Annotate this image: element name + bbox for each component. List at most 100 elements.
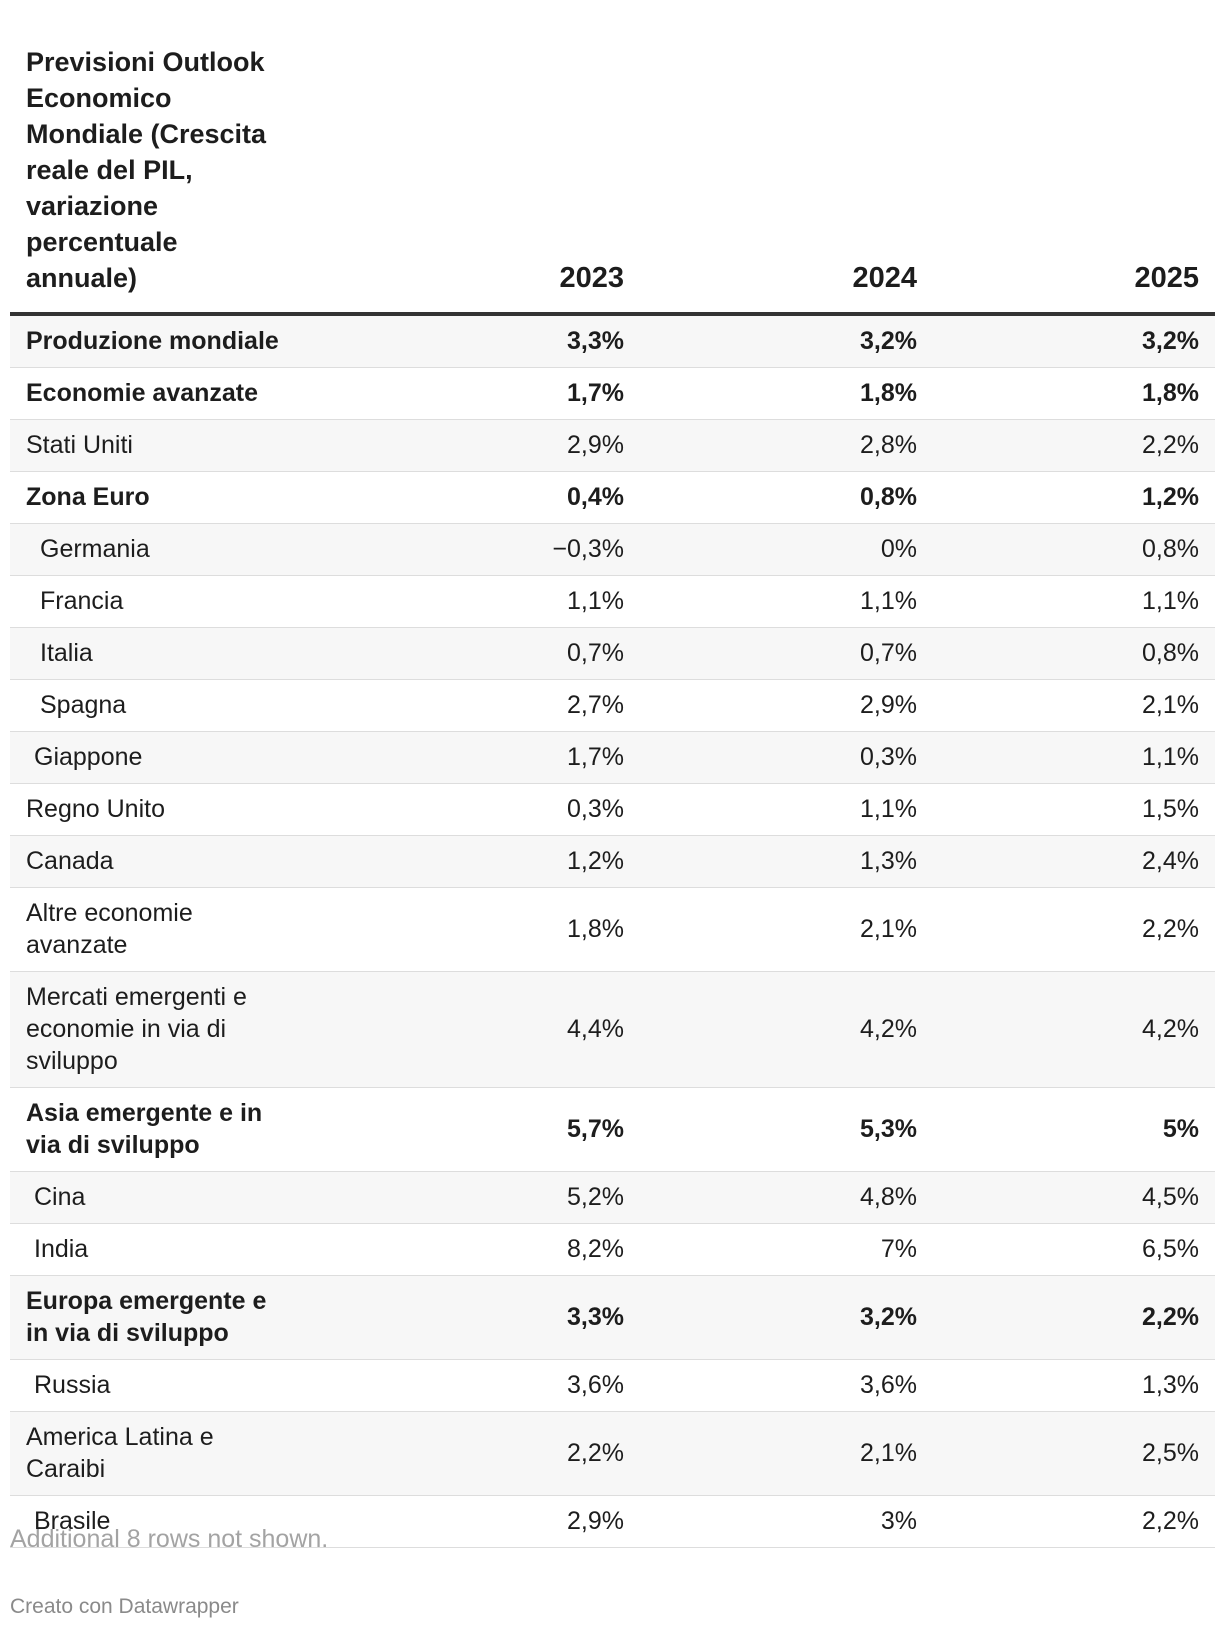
value-cell-2024: 2,1% xyxy=(640,887,933,972)
table-body: Produzione mondiale 3,3% 3,2% 3,2% Economie … xyxy=(10,314,1215,1548)
value-cell-2023: 1,1% xyxy=(310,575,640,628)
value-cell-2025: 2,4% xyxy=(933,835,1215,888)
table-row: Altre economie avanzate 1,8% 2,1% 2,2% xyxy=(10,887,1215,972)
value-cell-2023: 5,2% xyxy=(310,1171,640,1224)
value-cell-2025: 3,2% xyxy=(933,314,1215,368)
row-label: Stati Uniti xyxy=(26,431,133,459)
value-cell-2023: 3,6% xyxy=(310,1359,640,1412)
value-cell-2024: 0,3% xyxy=(640,731,933,784)
table-row: Economie avanzate 1,7% 1,8% 1,8% xyxy=(10,367,1215,420)
row-label-cell: Economie avanzate xyxy=(10,367,310,420)
value-cell-2024: 2,1% xyxy=(640,1411,933,1496)
table-row: Germania −0,3% 0% 0,8% xyxy=(10,523,1215,576)
row-label-cell: Altre economie avanzate xyxy=(10,887,310,972)
value-cell-2024: 1,1% xyxy=(640,783,933,836)
value-cell-2024: 3,6% xyxy=(640,1359,933,1412)
table-row: Italia 0,7% 0,7% 0,8% xyxy=(10,627,1215,680)
value-cell-2025: 2,2% xyxy=(933,887,1215,972)
row-label: India xyxy=(34,1235,89,1263)
value-cell-2023: 1,7% xyxy=(310,731,640,784)
value-cell-2023: −0,3% xyxy=(310,523,640,576)
value-cell-2025: 2,2% xyxy=(933,1495,1215,1548)
row-label-cell: Asia emergente e in via di sviluppo xyxy=(10,1087,310,1172)
row-label: Economie avanzate xyxy=(26,379,259,407)
datawrapper-credit: Creato con Datawrapper xyxy=(10,1595,239,1618)
row-label: Russia xyxy=(34,1371,111,1399)
row-label-cell: Brasile xyxy=(10,1495,310,1548)
value-cell-2023: 0,3% xyxy=(310,783,640,836)
row-label-cell: Germania xyxy=(10,523,310,576)
table-row: Mercati emergenti e economie in via di s… xyxy=(10,971,1215,1088)
table-row: Produzione mondiale 3,3% 3,2% 3,2% xyxy=(10,314,1215,368)
value-cell-2025: 1,1% xyxy=(933,575,1215,628)
value-cell-2023: 1,2% xyxy=(310,835,640,888)
value-cell-2025: 0,8% xyxy=(933,523,1215,576)
row-label-cell: Stati Uniti xyxy=(10,419,310,472)
table-row: Asia emergente e in via di sviluppo 5,7% 5… xyxy=(10,1087,1215,1172)
row-label-cell: Francia xyxy=(10,575,310,628)
table-row: Brasile 2,9% 3% 2,2% xyxy=(10,1495,1215,1548)
table-row: India 8,2% 7% 6,5% xyxy=(10,1223,1215,1276)
value-cell-2023: 2,9% xyxy=(310,419,640,472)
row-label-cell: Canada xyxy=(10,835,310,888)
value-cell-2023: 0,7% xyxy=(310,627,640,680)
row-label-cell: America Latina e Caraibi xyxy=(10,1411,310,1496)
row-label: Cina xyxy=(34,1183,86,1211)
row-label-cell: Zona Euro xyxy=(10,471,310,524)
table-row: Cina 5,2% 4,8% 4,5% xyxy=(10,1171,1215,1224)
row-label-cell: Russia xyxy=(10,1359,310,1412)
value-cell-2025: 4,2% xyxy=(933,971,1215,1088)
value-cell-2024: 0,7% xyxy=(640,627,933,680)
row-label: Europa emergente e in via di sviluppo xyxy=(26,1287,267,1347)
value-cell-2023: 1,7% xyxy=(310,367,640,420)
value-cell-2023: 2,7% xyxy=(310,679,640,732)
table-container: Previsioni Outlook Economico Mondiale (C… xyxy=(10,0,1215,1548)
row-label: Francia xyxy=(40,587,124,615)
value-cell-2025: 1,5% xyxy=(933,783,1215,836)
row-label: Regno Unito xyxy=(26,795,165,823)
table-row: Canada 1,2% 1,3% 2,4% xyxy=(10,835,1215,888)
value-cell-2023: 4,4% xyxy=(310,971,640,1088)
value-cell-2025: 1,2% xyxy=(933,471,1215,524)
value-cell-2024: 0,8% xyxy=(640,471,933,524)
value-cell-2025: 6,5% xyxy=(933,1223,1215,1276)
value-cell-2024: 1,3% xyxy=(640,835,933,888)
row-label-cell: Europa emergente e in via di sviluppo xyxy=(10,1275,310,1360)
row-label: Canada xyxy=(26,847,114,875)
value-cell-2025: 2,5% xyxy=(933,1411,1215,1496)
rows-not-shown-note: Additional 8 rows not shown. xyxy=(10,1525,329,1553)
value-cell-2023: 2,9% xyxy=(310,1495,640,1548)
row-label-cell: Regno Unito xyxy=(10,783,310,836)
table-row: Stati Uniti 2,9% 2,8% 2,2% xyxy=(10,419,1215,472)
row-label: Asia emergente e in via di sviluppo xyxy=(26,1099,263,1159)
row-label: Altre economie avanzate xyxy=(26,899,193,959)
value-cell-2024: 5,3% xyxy=(640,1087,933,1172)
value-cell-2024: 1,8% xyxy=(640,367,933,420)
row-label-cell: Cina xyxy=(10,1171,310,1224)
value-cell-2025: 1,1% xyxy=(933,731,1215,784)
row-label-cell: Italia xyxy=(10,627,310,680)
value-cell-2023: 2,2% xyxy=(310,1411,640,1496)
value-cell-2025: 0,8% xyxy=(933,627,1215,680)
row-label: Germania xyxy=(40,535,150,563)
row-label: Produzione mondiale xyxy=(26,327,279,355)
value-cell-2025: 2,1% xyxy=(933,679,1215,732)
row-label-cell: Giappone xyxy=(10,731,310,784)
value-cell-2024: 3,2% xyxy=(640,314,933,368)
value-cell-2025: 5% xyxy=(933,1087,1215,1172)
value-cell-2023: 3,3% xyxy=(310,314,640,368)
value-cell-2024: 3% xyxy=(640,1495,933,1548)
table-row: Europa emergente e in via di sviluppo 3,3… xyxy=(10,1275,1215,1360)
column-header-2024: 2024 xyxy=(640,0,933,316)
value-cell-2025: 2,2% xyxy=(933,419,1215,472)
value-cell-2023: 0,4% xyxy=(310,471,640,524)
table-row: Zona Euro 0,4% 0,8% 1,2% xyxy=(10,471,1215,524)
value-cell-2024: 2,8% xyxy=(640,419,933,472)
table-title: Previsioni Outlook Economico Mondiale (C… xyxy=(10,0,310,316)
value-cell-2023: 5,7% xyxy=(310,1087,640,1172)
column-header-2025: 2025 xyxy=(933,0,1215,316)
row-label: Italia xyxy=(40,639,93,667)
table-header-row: Previsioni Outlook Economico Mondiale (C… xyxy=(10,0,1215,316)
row-label: Giappone xyxy=(34,743,143,771)
row-label: Spagna xyxy=(40,691,127,719)
